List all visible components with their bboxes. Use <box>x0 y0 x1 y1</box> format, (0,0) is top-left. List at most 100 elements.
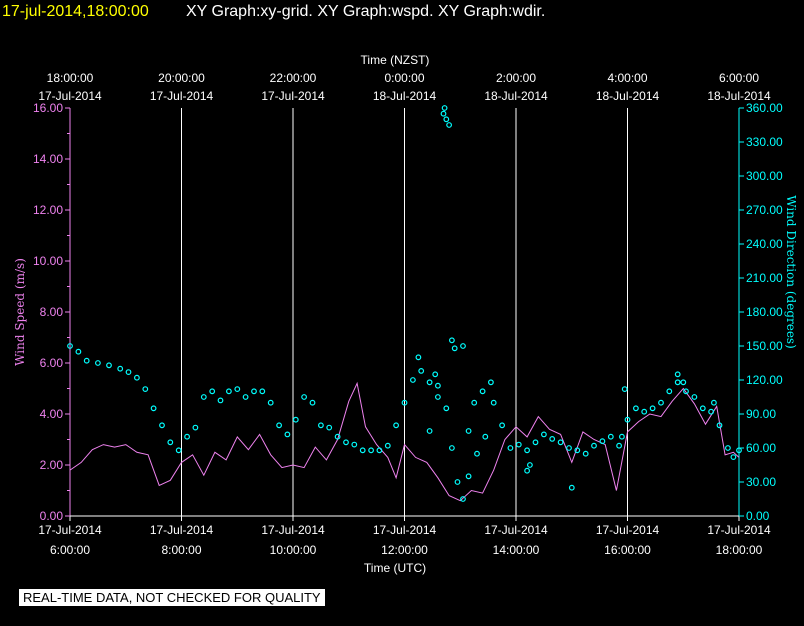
x-bottom-tick-time: 8:00:00 <box>161 543 201 557</box>
right-tick-label: 300.00 <box>746 169 783 183</box>
wind-direction-point <box>482 433 489 440</box>
wind-direction-point <box>619 433 625 440</box>
wind-direction-point <box>435 394 441 400</box>
wind-direction-point <box>680 379 687 386</box>
x-bottom-tick-date: 17-Jul-2014 <box>261 523 325 537</box>
wind-direction-point <box>527 462 533 468</box>
left-axis-label: Wind Speed (m/s) <box>13 258 27 366</box>
series-wind-direction <box>67 105 742 502</box>
right-tick-label: 0.00 <box>746 509 770 523</box>
wind-direction-point <box>532 439 539 446</box>
right-tick-label: 90.00 <box>746 407 776 421</box>
right-tick-label: 210.00 <box>746 271 783 285</box>
wind-direction-point <box>67 343 73 349</box>
x-top-tick-time: 2:00:00 <box>496 71 536 85</box>
wind-direction-point <box>301 394 308 400</box>
wind-direction-point <box>142 386 149 393</box>
wind-direction-point <box>607 433 614 440</box>
wind-direction-point <box>284 431 291 438</box>
wind-direction-point <box>621 386 628 393</box>
wind-direction-point <box>309 399 316 406</box>
right-tick-label: 120.00 <box>746 373 783 387</box>
wind-direction-point <box>691 394 698 400</box>
x-top-ticks: 18:00:00 17-Jul-2014 20:00:00 17-Jul-2014 22… <box>38 71 771 103</box>
right-tick-label: 240.00 <box>746 237 783 251</box>
left-tick-label: 12.00 <box>33 203 63 217</box>
wind-direction-point <box>159 422 165 429</box>
wind-direction-point <box>454 479 461 485</box>
wind-direction-point <box>384 442 391 449</box>
wind-direction-point <box>276 422 283 429</box>
x-top-tick-time: 18:00:00 <box>47 71 94 85</box>
right-tick-label: 30.00 <box>746 475 776 489</box>
wind-direction-point <box>488 379 494 386</box>
wind-direction-point <box>133 374 140 381</box>
wind-direction-point <box>666 388 673 395</box>
wind-direction-point <box>633 405 639 412</box>
wind-direction-point <box>184 433 191 440</box>
wind-direction-point <box>426 428 433 434</box>
x-bottom-tick-time: 6:00:00 <box>50 543 90 557</box>
wind-direction-point <box>410 377 416 383</box>
right-tick-label: 330.00 <box>746 135 783 149</box>
x-top-tick-time: 0:00:00 <box>384 71 424 85</box>
x-bottom-tick-time: 14:00:00 <box>493 543 540 557</box>
wind-direction-point <box>334 433 341 440</box>
wind-direction-point <box>683 388 689 395</box>
x-bottom-tick-time: 18:00:00 <box>716 543 763 557</box>
header-timestamp: 17-jul-2014,18:00:00 <box>2 3 149 20</box>
wind-direction-point <box>479 388 486 395</box>
wind-direction-point <box>474 450 480 457</box>
x-top-axis-label: Time (NZST) <box>361 53 430 67</box>
wind-direction-point <box>465 428 472 434</box>
left-tick-label: 8.00 <box>40 305 64 319</box>
wind-direction-point <box>432 371 439 378</box>
x-top-tick-date: 17-Jul-2014 <box>261 89 325 103</box>
wind-direction-point <box>251 388 257 395</box>
wind-direction-point <box>449 337 455 344</box>
wind-direction-point <box>699 405 706 412</box>
wind-direction-point <box>242 394 249 400</box>
wind-direction-point <box>209 388 216 395</box>
wind-direction-point <box>515 441 522 448</box>
x-top-tick-time: 20:00:00 <box>158 71 205 85</box>
x-bottom-tick-date: 17-Jul-2014 <box>707 523 771 537</box>
wind-direction-point <box>117 365 124 372</box>
wind-speed-line <box>69 381 740 502</box>
wind-direction-point <box>75 348 82 355</box>
right-axis-label: Wind Direction (degrees) <box>784 195 798 349</box>
x-top-tick-time: 22:00:00 <box>270 71 317 85</box>
wind-direction-point <box>471 399 478 406</box>
wind-direction-point <box>674 371 681 378</box>
wind-direction-point <box>418 368 425 374</box>
wind-direction-point <box>524 467 530 474</box>
wind-direction-point <box>94 360 101 366</box>
x-top-tick-time: 6:00:00 <box>719 71 759 85</box>
quality-disclaimer: REAL-TIME DATA, NOT CHECKED FOR QUALITY <box>19 589 325 606</box>
wind-direction-point <box>716 422 723 429</box>
wind-direction-point <box>351 441 358 448</box>
wind-direction-point <box>674 379 681 386</box>
wind-direction-point <box>234 386 241 393</box>
x-bottom-tick-date: 17-Jul-2014 <box>373 523 437 537</box>
wind-direction-point <box>649 405 656 412</box>
x-bottom-axis-label: Time (UTC) <box>364 561 426 575</box>
right-axis-ticks: 0.00 30.00 60.00 90.00 120.00 150.00 180.00 210… <box>739 101 783 523</box>
left-axis-ticks: 0.00 2.00 4.00 6.00 8.00 10.00 12.00 14.00 16.00 <box>33 101 70 523</box>
wind-direction-point <box>426 379 433 386</box>
x-bottom-tick-time: 16:00:00 <box>604 543 651 557</box>
wind-direction-point <box>443 405 450 412</box>
wind-direction-point <box>490 399 497 406</box>
x-top-tick-date: 18-Jul-2014 <box>596 89 660 103</box>
wind-direction-point <box>368 447 375 454</box>
left-tick-label: 14.00 <box>33 152 63 166</box>
x-top-tick-date: 18-Jul-2014 <box>707 89 771 103</box>
wind-direction-point <box>106 362 112 369</box>
wind-direction-point <box>568 484 575 491</box>
x-top-tick-date: 17-Jul-2014 <box>38 89 102 103</box>
wind-direction-point <box>441 105 448 111</box>
wind-direction-point <box>435 382 441 389</box>
wind-direction-point <box>192 424 199 431</box>
wind-direction-point <box>524 447 530 454</box>
